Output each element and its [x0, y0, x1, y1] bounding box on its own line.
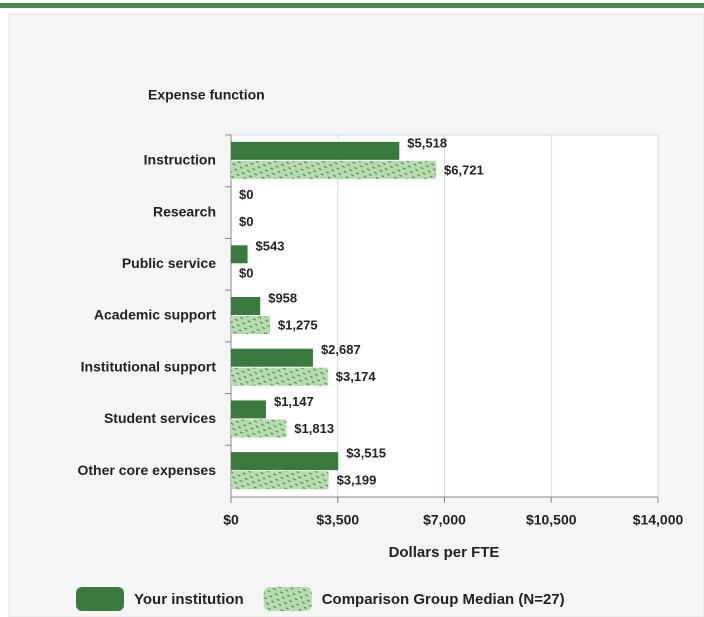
bar: [231, 245, 248, 264]
x-tick-label: $7,000: [423, 512, 466, 528]
value-label: $0: [239, 266, 253, 281]
value-label: $1,275: [278, 317, 318, 332]
value-label: $6,721: [444, 162, 484, 177]
value-label: $3,199: [337, 473, 377, 488]
bar: [231, 367, 328, 386]
y-tick-label: Research: [153, 203, 216, 219]
value-label: $5,518: [407, 135, 447, 150]
y-tick-label: Student services: [104, 410, 216, 426]
value-label: $1,813: [294, 421, 334, 436]
bar: [231, 141, 400, 160]
x-tick-label: $3,500: [316, 512, 359, 528]
y-tick-label: Instruction: [144, 152, 216, 168]
x-axis-title: Dollars per FTE: [389, 544, 500, 561]
bar: [231, 471, 329, 490]
value-label: $1,147: [274, 394, 314, 409]
y-tick-label: Institutional support: [81, 358, 217, 374]
x-tick-label: $14,000: [633, 512, 684, 528]
value-label: $3,515: [346, 446, 386, 461]
x-tick-label: $10,500: [526, 512, 577, 528]
top-bar: [0, 3, 704, 8]
y-tick-label: Public service: [122, 255, 216, 271]
y-tick-label: Academic support: [94, 307, 216, 323]
value-label: $2,687: [321, 342, 361, 357]
value-label: $3,174: [336, 369, 377, 384]
bar: [231, 160, 436, 179]
legend-label: Comparison Group Median (N=27): [322, 591, 565, 608]
x-tick-label: $0: [223, 512, 239, 528]
bar: [231, 348, 313, 367]
y-axis-title: Expense function: [148, 87, 265, 103]
bar: [231, 419, 287, 438]
legend-label: Your institution: [134, 591, 244, 608]
bar: [231, 297, 261, 315]
value-label: $543: [256, 239, 285, 254]
legend-swatch: [263, 587, 312, 611]
bar: [231, 316, 270, 334]
y-tick-label: Other core expenses: [77, 462, 216, 478]
value-label: $0: [239, 214, 253, 229]
bar: [231, 452, 339, 471]
value-label: $0: [239, 187, 253, 202]
value-label: $958: [268, 290, 297, 305]
bar: [231, 400, 266, 419]
legend-swatch: [76, 587, 124, 611]
